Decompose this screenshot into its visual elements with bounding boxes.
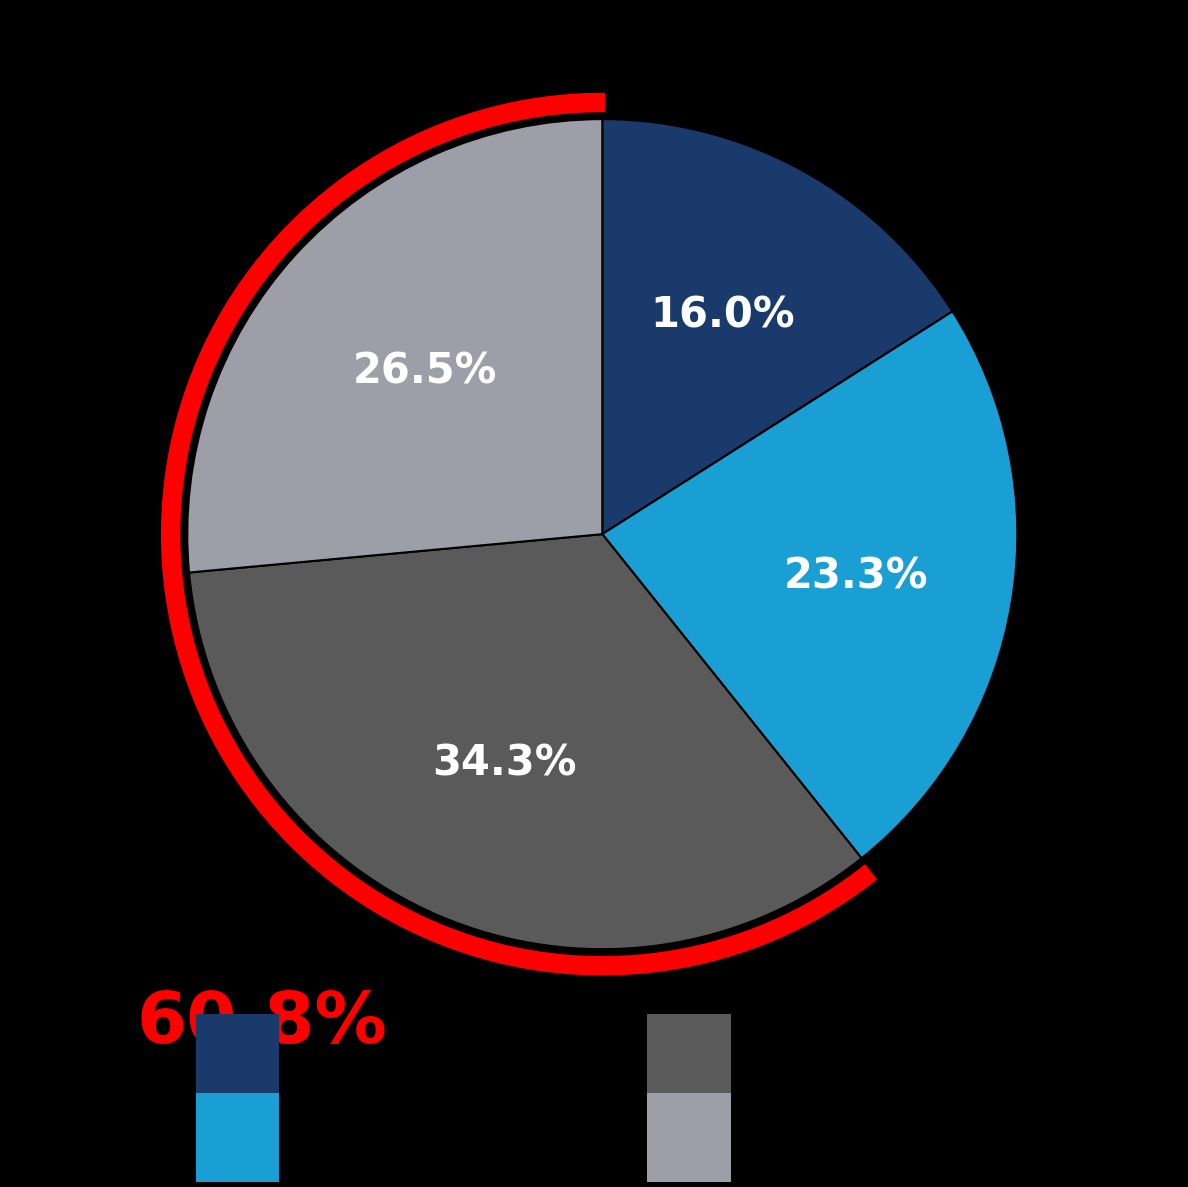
Text: 60.8%: 60.8% xyxy=(137,990,387,1059)
Bar xyxy=(196,1014,279,1104)
Text: 26.5%: 26.5% xyxy=(353,350,498,392)
Text: 16.0%: 16.0% xyxy=(650,294,795,337)
Wedge shape xyxy=(188,119,602,572)
Wedge shape xyxy=(189,534,861,950)
Text: 23.3%: 23.3% xyxy=(784,556,928,598)
Wedge shape xyxy=(602,119,953,534)
Wedge shape xyxy=(602,311,1017,858)
Bar xyxy=(647,1092,731,1182)
Bar xyxy=(647,1014,731,1104)
Text: 34.3%: 34.3% xyxy=(432,742,576,783)
Bar xyxy=(196,1092,279,1182)
